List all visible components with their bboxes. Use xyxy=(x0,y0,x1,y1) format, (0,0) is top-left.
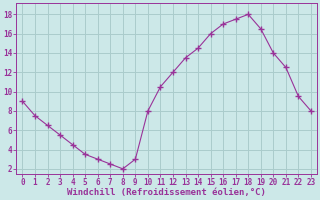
X-axis label: Windchill (Refroidissement éolien,°C): Windchill (Refroidissement éolien,°C) xyxy=(67,188,266,197)
